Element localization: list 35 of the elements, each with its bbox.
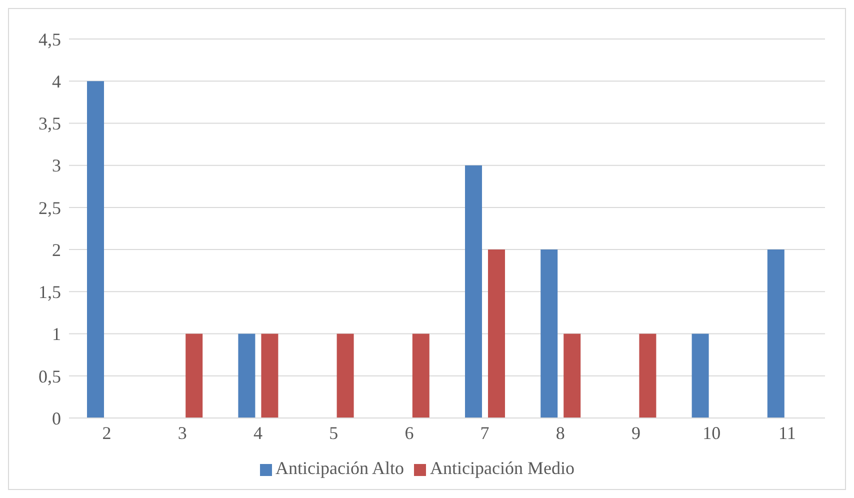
x-tick-label: 3 — [178, 422, 187, 443]
y-tick-label: 3,5 — [38, 114, 61, 134]
x-tick-label: 11 — [778, 422, 796, 443]
x-tick-label: 7 — [480, 422, 490, 443]
bar — [564, 334, 581, 418]
bar — [87, 81, 104, 418]
bar — [238, 334, 256, 418]
legend-label: Anticipación Alto — [276, 458, 404, 478]
x-tick-label: 5 — [329, 422, 338, 443]
bar — [692, 334, 709, 418]
x-tick-label: 9 — [632, 422, 640, 443]
bar — [488, 250, 505, 418]
y-tick-label: 3 — [52, 156, 61, 176]
bar — [261, 334, 278, 418]
y-tick-label: 1,5 — [38, 282, 61, 302]
y-tick-label: 4,5 — [38, 29, 61, 50]
x-tick-label: 10 — [702, 422, 721, 443]
y-tick-label: 1 — [52, 324, 61, 344]
bar — [186, 334, 203, 418]
bar — [465, 165, 482, 418]
bar — [336, 334, 354, 418]
x-tick-label: 2 — [102, 422, 112, 443]
y-tick-label: 4 — [52, 72, 61, 92]
y-tick-label: 0,5 — [38, 366, 61, 386]
x-tick-label: 6 — [404, 422, 414, 443]
y-tick-label: 2,5 — [38, 198, 61, 218]
y-tick-label: 2 — [52, 240, 61, 260]
x-tick-label: 4 — [254, 422, 262, 443]
x-tick-label: 8 — [556, 422, 565, 443]
bar — [540, 250, 558, 418]
bar — [767, 250, 784, 418]
bar — [412, 334, 430, 418]
bar — [639, 334, 656, 418]
y-tick-label: 0 — [52, 408, 61, 428]
legend-label: Anticipación Medio — [430, 458, 574, 478]
